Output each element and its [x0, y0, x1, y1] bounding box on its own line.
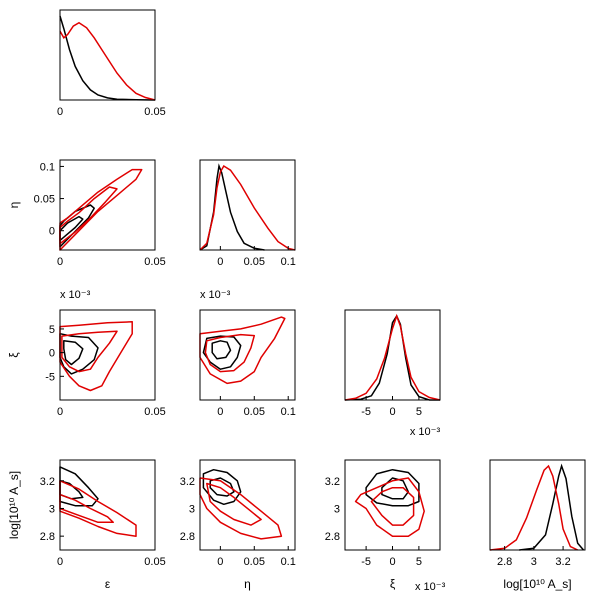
panel-eta-logAs — [199, 459, 296, 551]
panel-eta — [199, 159, 296, 251]
contour-logAs-eta-red-95 — [199, 477, 283, 540]
panel-frame — [489, 459, 586, 551]
ytick-label-logAs: 3.2 — [180, 476, 195, 488]
ytick-label-xi: -5 — [45, 371, 55, 383]
ytick-label-logAs: 3 — [334, 503, 340, 515]
exponent-label: x 10⁻³ — [200, 289, 231, 301]
xlabel-xi: ξ — [390, 577, 396, 591]
contour-eta-epsilon-red-68 — [59, 186, 118, 245]
contour-xi-eta-red-95 — [199, 316, 286, 385]
contour-logAs-eta-black-68 — [209, 477, 235, 497]
panel-frame — [59, 309, 156, 401]
xtick-label-epsilon: 0.05 — [144, 406, 165, 418]
marginal-epsilon-red-line — [59, 21, 156, 101]
ytick-label-logAs: 2.8 — [40, 531, 55, 543]
xlabel-exponent-xi: x 10⁻³ — [415, 581, 446, 593]
contour-logAs-xi-black-68 — [381, 477, 410, 500]
ylabel-eta: η — [7, 202, 21, 209]
contour-eta-epsilon-black-68 — [59, 215, 84, 242]
panel-frame — [199, 309, 296, 401]
panel-xi-logAs — [344, 459, 441, 551]
xtick-label-epsilon: 0 — [57, 406, 63, 418]
panel-epsilon — [59, 9, 156, 101]
ylabel-xi: ξ — [7, 352, 21, 358]
xtick-label-logAs: 2.8 — [497, 556, 512, 568]
contour-logAs-epsilon-red-95 — [59, 480, 137, 537]
ylabel-logAs: log[10¹⁰ A_s] — [7, 471, 21, 539]
panel-frame — [59, 9, 156, 101]
contour-logAs-eta-red-68 — [206, 482, 262, 526]
xtick-label-eta: 0.05 — [244, 556, 265, 568]
xtick-label-xi: 5 — [416, 406, 422, 418]
ytick-label-logAs: 3 — [49, 503, 55, 515]
xtick-label-eta: 0 — [217, 556, 223, 568]
xtick-label-xi: -5 — [361, 556, 371, 568]
xtick-label-logAs: 3 — [531, 556, 537, 568]
xlabel-logAs: log[10¹⁰ A_s] — [503, 577, 571, 591]
panel-frame — [199, 159, 296, 251]
contour-xi-epsilon-red-95 — [59, 321, 133, 392]
marginal-logAs-black-line — [519, 463, 585, 551]
contour-xi-eta-black-68 — [211, 340, 232, 360]
xlabel-exponent-xi-diag: x 10⁻³ — [410, 426, 441, 438]
panel-frame — [59, 159, 156, 251]
contour-xi-epsilon-black-68 — [63, 340, 84, 366]
xlabel-epsilon: ε — [105, 577, 111, 591]
xtick-label-epsilon: 0.05 — [144, 106, 165, 118]
xtick-label-eta: 0.1 — [281, 556, 296, 568]
xtick-label-epsilon: 0.05 — [144, 256, 165, 268]
ytick-label-xi: 5 — [49, 324, 55, 336]
xtick-label-eta: 0 — [217, 406, 223, 418]
panel-epsilon-logAs — [59, 459, 156, 551]
xlabel-eta: η — [244, 577, 251, 591]
ytick-label-logAs: 2.8 — [325, 531, 340, 543]
panel-eta-xi — [199, 309, 296, 401]
exponent-label: x 10⁻³ — [60, 289, 91, 301]
ytick-label-xi: 0 — [49, 348, 55, 360]
xtick-label-eta: 0.1 — [281, 256, 296, 268]
ytick-label-eta: 0.05 — [34, 194, 55, 206]
xtick-label-eta: 0 — [217, 256, 223, 268]
xtick-label-epsilon: 0 — [57, 106, 63, 118]
panel-epsilon-xi — [59, 309, 156, 401]
panel-xi — [344, 309, 441, 401]
marginal-eta-red-line — [199, 164, 296, 251]
marginal-logAs-red-line — [489, 464, 579, 551]
marginal-xi-red-line — [344, 313, 441, 401]
xtick-label-eta: 0.05 — [244, 256, 265, 268]
xtick-label-xi: -5 — [361, 406, 371, 418]
ytick-label-logAs: 2.8 — [180, 531, 195, 543]
xtick-label-epsilon: 0 — [57, 256, 63, 268]
contour-logAs-epsilon-black-95 — [59, 466, 99, 507]
panel-epsilon-eta — [59, 159, 156, 251]
ytick-label-eta: 0 — [49, 226, 55, 238]
contour-eta-epsilon-red-95 — [59, 168, 143, 251]
xtick-label-epsilon: 0.05 — [144, 556, 165, 568]
marginal-epsilon-black-line — [59, 15, 156, 101]
contour-xi-eta-red-68 — [204, 333, 256, 373]
ytick-label-logAs: 3.2 — [40, 476, 55, 488]
contour-logAs-epsilon-red-68 — [59, 493, 114, 524]
xtick-label-eta: 0.1 — [281, 406, 296, 418]
contour-xi-epsilon-black-95 — [59, 332, 99, 375]
panel-frame — [59, 459, 156, 551]
xtick-label-xi: 0 — [389, 406, 395, 418]
xtick-label-logAs: 3.2 — [555, 556, 570, 568]
contour-logAs-xi-red-68 — [370, 486, 415, 526]
xtick-label-eta: 0.05 — [244, 406, 265, 418]
ytick-label-logAs: 3.2 — [325, 476, 340, 488]
panel-logAs — [489, 459, 586, 551]
contour-logAs-xi-red-95 — [354, 477, 425, 537]
xtick-label-xi: 5 — [416, 556, 422, 568]
xtick-label-xi: 0 — [389, 556, 395, 568]
ytick-label-logAs: 3 — [189, 503, 195, 515]
xtick-label-epsilon: 0 — [57, 556, 63, 568]
contour-xi-epsilon-red-68 — [61, 330, 118, 373]
panel-frame — [199, 459, 296, 551]
ytick-label-eta: 0.1 — [40, 161, 55, 173]
